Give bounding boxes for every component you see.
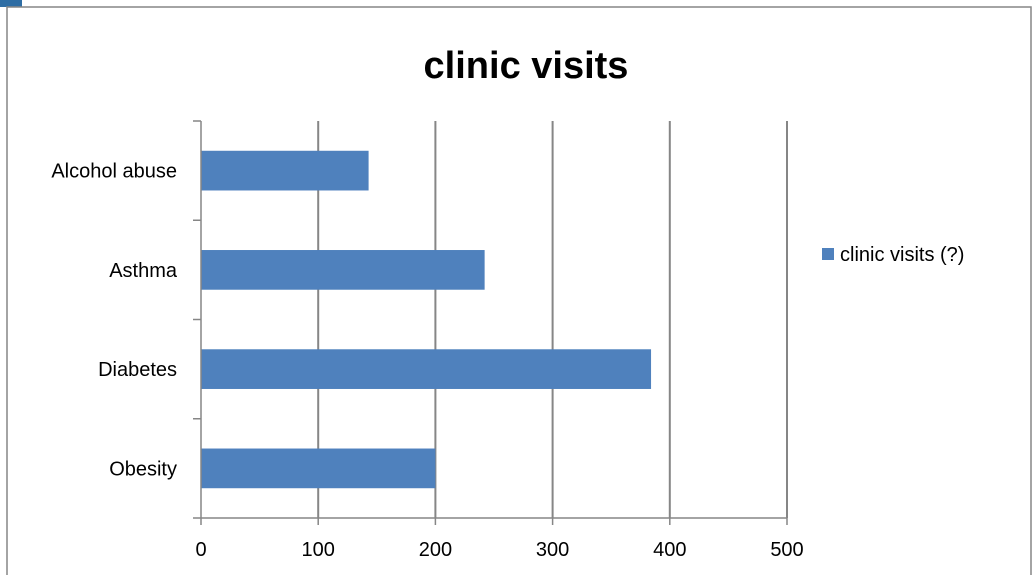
axes	[193, 120, 788, 525]
corner-decoration	[0, 0, 22, 7]
bar	[201, 250, 485, 290]
chart-frame	[6, 6, 1032, 578]
x-tick-label: 200	[419, 539, 452, 561]
x-tick-label: 300	[536, 539, 569, 561]
category-label: Obesity	[109, 458, 177, 480]
x-tick-label: 0	[195, 539, 206, 561]
x-tick-label: 100	[302, 539, 335, 561]
chart-title: clinic visits	[424, 45, 629, 87]
tick-labels: 0 100 200 300 400 500	[195, 539, 803, 561]
bar	[201, 150, 369, 191]
x-tick-label: 400	[653, 539, 686, 561]
legend: clinic visits (?)	[822, 244, 964, 266]
bar	[201, 448, 436, 489]
category-label: Diabetes	[98, 359, 177, 381]
category-label: Alcohol abuse	[51, 161, 177, 183]
bar	[201, 349, 652, 389]
legend-swatch	[822, 248, 834, 260]
x-tick-label: 500	[770, 539, 803, 561]
category-labels: Alcohol abuse Asthma Diabetes Obesity	[51, 161, 178, 481]
bars	[201, 150, 652, 489]
legend-label: clinic visits (?)	[840, 244, 964, 266]
category-label: Asthma	[109, 260, 178, 282]
